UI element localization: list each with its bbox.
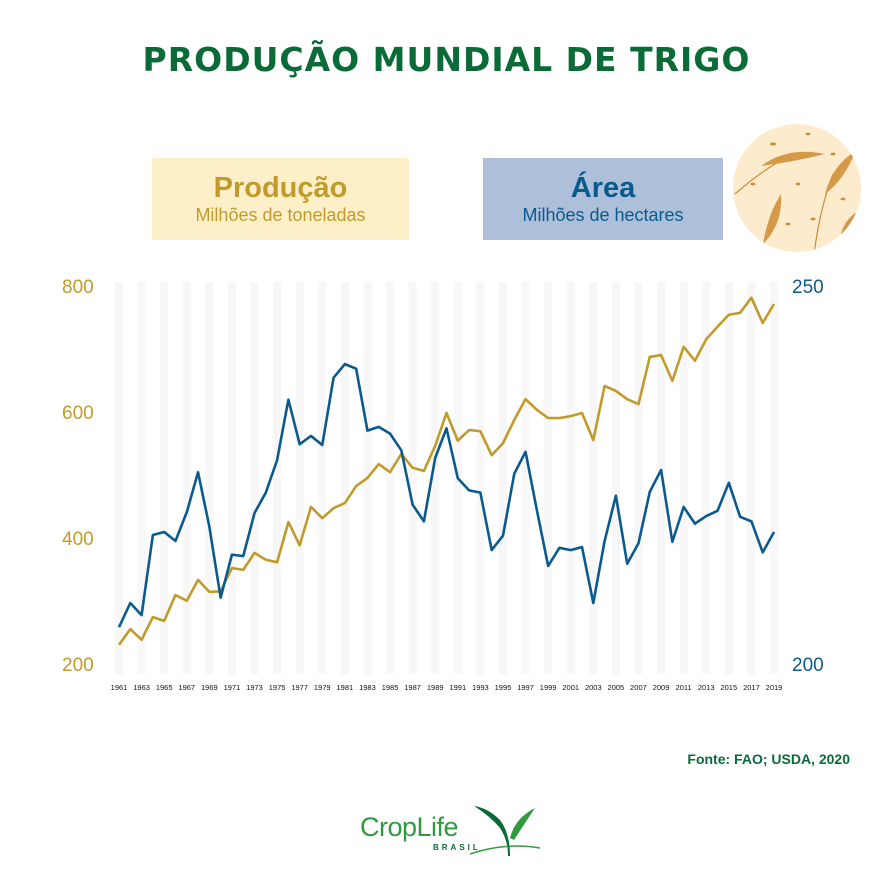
legend-area-subtitle: Milhões de hectares (522, 205, 684, 225)
y-right-tick-200: 200 (792, 655, 824, 676)
grid-band (770, 282, 778, 674)
grid-band (521, 282, 530, 674)
grid-band (340, 282, 349, 674)
y-left-tick-400: 400 (62, 529, 94, 550)
x-tick-label: 1967 (178, 683, 196, 692)
x-tick-label: 1985 (381, 683, 399, 692)
grid-band (476, 282, 485, 674)
legend-production-title: Produção (213, 172, 348, 204)
legend-area: Área Milhões de hectares (483, 158, 723, 240)
logo-subtext: BRASIL (433, 843, 481, 852)
x-tick-label: 1987 (404, 683, 421, 692)
grid-band (115, 282, 123, 674)
x-tick-label: 1995 (494, 683, 512, 692)
x-tick-label: 1983 (359, 683, 376, 692)
grid-band (137, 282, 146, 674)
grid-band (386, 282, 395, 674)
x-tick-label: 1991 (449, 683, 467, 692)
x-tick-label: 1977 (291, 683, 309, 692)
x-tick-label: 1993 (472, 683, 489, 692)
wheat-illustration-icon (733, 124, 861, 252)
grid-band (566, 282, 575, 674)
x-tick-label: 1997 (517, 683, 534, 692)
grid-band (408, 282, 417, 674)
x-tick-label: 2011 (675, 683, 692, 692)
x-tick-label: 2013 (697, 683, 715, 692)
x-tick-label: 1999 (539, 683, 557, 692)
grid-band (318, 282, 327, 674)
grid-band (611, 282, 620, 674)
x-tick-label: 2003 (584, 683, 602, 692)
x-tick-label: 2007 (630, 683, 647, 692)
x-tick-label: 2005 (607, 683, 625, 692)
legend-production-subtitle: Milhões de toneladas (195, 205, 366, 225)
grid-band (679, 282, 688, 674)
grid-band (182, 282, 191, 674)
grid-band (544, 282, 553, 674)
legend-production: Produção Milhões de toneladas (152, 158, 409, 240)
logo-text: CropLife (360, 812, 459, 842)
y-left-tick-600: 600 (62, 403, 94, 424)
grid-band (273, 282, 282, 674)
grid-band (205, 282, 214, 674)
grid-band (589, 282, 598, 674)
x-tick-label: 1989 (426, 683, 444, 692)
grid-band (747, 282, 756, 674)
grid-band (227, 282, 236, 674)
sprout-icon (470, 806, 540, 856)
y-right-tick-250: 250 (792, 277, 824, 298)
grid-band (724, 282, 733, 674)
grid-band (702, 282, 711, 674)
grid-band (498, 282, 507, 674)
croplife-logo: CropLife BRASIL (358, 796, 540, 860)
y-left-tick-800: 800 (62, 277, 94, 298)
x-tick-label: 1975 (268, 683, 286, 692)
legend-area-title: Área (570, 172, 636, 204)
area-line (117, 362, 776, 628)
x-axis-ticks: 1961 1963 1965 1967 1969 1971 1973 1975 1977 1979… (0, 683, 893, 697)
x-tick-label: 2001 (562, 683, 580, 692)
x-tick-label: 2009 (652, 683, 670, 692)
production-line (117, 296, 776, 646)
x-tick-label: 2019 (765, 683, 783, 692)
grid-bands (115, 282, 778, 674)
x-tick-label: 1981 (336, 683, 354, 692)
grid-band (634, 282, 643, 674)
grid-band (160, 282, 169, 674)
x-tick-label: 1973 (246, 683, 263, 692)
x-tick-label: 1963 (133, 683, 150, 692)
grid-band (431, 282, 440, 674)
y-left-tick-200: 200 (62, 655, 94, 676)
x-tick-label: 1979 (313, 683, 331, 692)
source-note: Fonte: FAO; USDA, 2020 (687, 751, 850, 767)
x-tick-label: 1961 (110, 683, 128, 692)
grid-band (250, 282, 259, 674)
x-tick-label: 2017 (743, 683, 760, 692)
grid-band (295, 282, 304, 674)
x-tick-label: 2015 (720, 683, 738, 692)
x-tick-label: 1971 (223, 683, 241, 692)
chart-title: PRODUÇÃO MUNDIAL DE TRIGO (142, 40, 751, 79)
x-tick-label: 1965 (155, 683, 173, 692)
x-tick-label: 1969 (201, 683, 218, 692)
